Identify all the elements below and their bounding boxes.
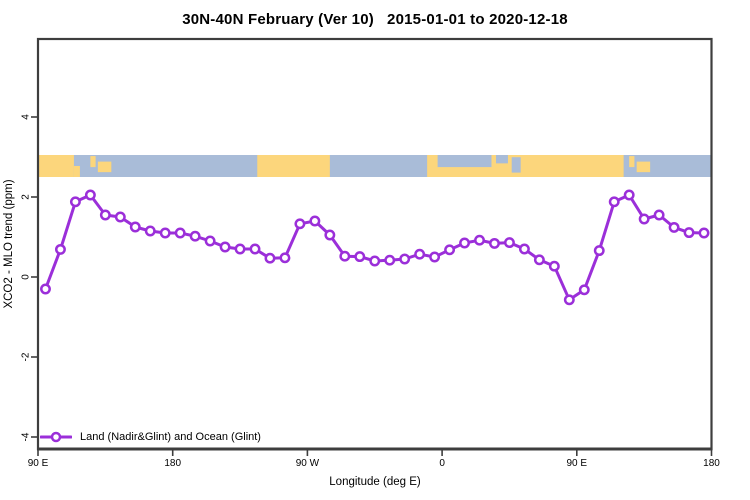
map-band-land — [257, 155, 330, 177]
data-point — [429, 251, 441, 263]
map-band-land — [38, 155, 74, 177]
map-band-island — [629, 156, 635, 168]
y-tick-label: 4 — [21, 114, 32, 120]
data-point — [608, 196, 620, 208]
x-tick-label: 180 — [164, 458, 181, 469]
map-band-sea — [511, 157, 521, 173]
data-point — [518, 243, 530, 255]
data-point — [204, 235, 216, 247]
data-point — [683, 227, 695, 239]
chart-title: 30N-40N February (Ver 10) 2015-01-01 to … — [182, 11, 568, 28]
x-tick-label: 90 E — [28, 458, 49, 469]
data-point — [369, 255, 381, 267]
data-point — [563, 294, 575, 306]
legend-series-swatch — [40, 431, 72, 442]
legend-marker — [50, 431, 62, 442]
map-band-sea — [495, 155, 508, 164]
data-point — [294, 218, 306, 230]
data-point — [219, 241, 231, 253]
data-point — [638, 213, 650, 225]
data-point — [69, 196, 81, 208]
map-band-island — [636, 161, 651, 173]
data-point — [339, 250, 351, 262]
data-point — [129, 221, 141, 233]
legend-label: Land (Nadir&Glint) and Ocean (Glint) — [80, 430, 261, 443]
data-point — [504, 237, 515, 249]
x-tick-label: 90 E — [567, 458, 588, 469]
data-point — [354, 251, 366, 263]
data-point — [698, 227, 710, 239]
y-tick-label: -2 — [21, 352, 32, 361]
map-band-island — [97, 161, 112, 173]
data-point — [489, 237, 500, 249]
data-point — [548, 260, 560, 272]
x-tick-label: 180 — [703, 458, 720, 469]
data-point — [668, 221, 680, 233]
data-point — [114, 211, 126, 223]
data-point — [309, 215, 321, 227]
data-point — [84, 189, 96, 201]
data-point — [279, 252, 291, 264]
data-point — [189, 230, 201, 242]
data-point — [264, 252, 276, 264]
data-point — [399, 253, 411, 265]
data-point — [55, 243, 66, 255]
x-tick-label: 90 W — [296, 458, 320, 469]
x-tick-label: 0 — [439, 458, 445, 469]
y-tick-label: 2 — [21, 194, 32, 200]
data-point — [623, 189, 635, 201]
map-band-island — [73, 166, 80, 177]
map-band-sea — [437, 155, 492, 168]
data-point — [593, 245, 605, 257]
data-point — [324, 229, 336, 241]
data-point — [578, 284, 590, 296]
plot-border — [36, 37, 713, 451]
data-point — [249, 243, 261, 255]
data-point — [414, 248, 426, 260]
data-point — [444, 244, 456, 256]
data-point — [40, 283, 51, 295]
data-point — [474, 234, 485, 246]
legend: Land (Nadir&Glint) and Ocean (Glint) — [40, 429, 261, 444]
map-band-island — [90, 156, 96, 168]
data-point — [653, 209, 665, 221]
data-point — [459, 237, 470, 249]
data-point — [144, 225, 156, 237]
x-axis-label: Longitude (deg E) — [329, 476, 421, 488]
data-point — [174, 227, 186, 239]
data-point — [234, 243, 246, 255]
y-tick-label: 0 — [21, 274, 32, 280]
data-point — [99, 209, 111, 221]
data-line — [43, 193, 706, 302]
data-point — [533, 254, 545, 266]
y-tick-label: -4 — [21, 432, 32, 441]
data-point — [384, 254, 396, 266]
data-point — [159, 227, 171, 239]
